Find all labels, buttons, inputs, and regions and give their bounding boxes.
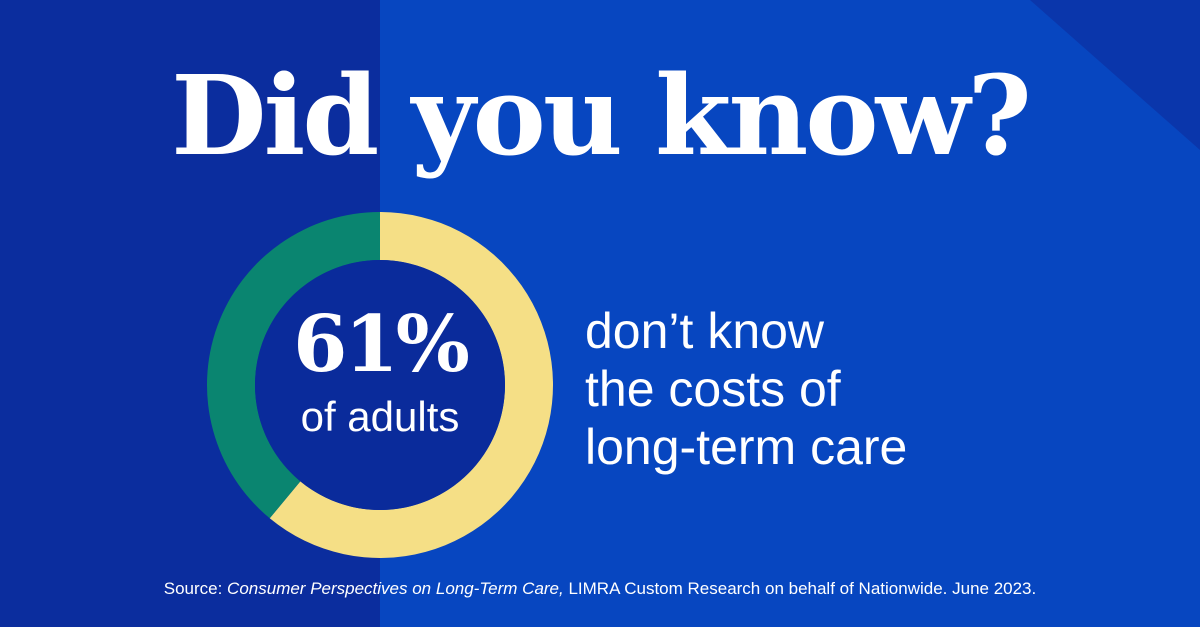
donut-chart [207, 212, 553, 558]
headline: Did you know? [171, 51, 1032, 180]
description-line-1: don’t know [585, 303, 825, 359]
source-citation: Source: Consumer Perspectives on Long-Te… [0, 579, 1200, 599]
stat-value: 61% [293, 299, 470, 390]
source-rest: LIMRA Custom Research on behalf of Natio… [563, 579, 1037, 598]
stat-label: of adults [300, 393, 460, 440]
donut-segment-2 [207, 212, 380, 519]
description-line-2: the costs of [585, 361, 841, 417]
background-corner-accent [1030, 0, 1200, 150]
donut-segment-1 [269, 212, 553, 558]
source-title: Consumer Perspectives on Long-Term Care, [227, 579, 564, 598]
donut-center [255, 260, 505, 510]
source-prefix: Source: [163, 579, 228, 598]
description: don’t know the costs of long-term care [585, 302, 1145, 476]
description-line-3: long-term care [585, 419, 908, 475]
stat-box: 61% of adults [260, 300, 500, 442]
